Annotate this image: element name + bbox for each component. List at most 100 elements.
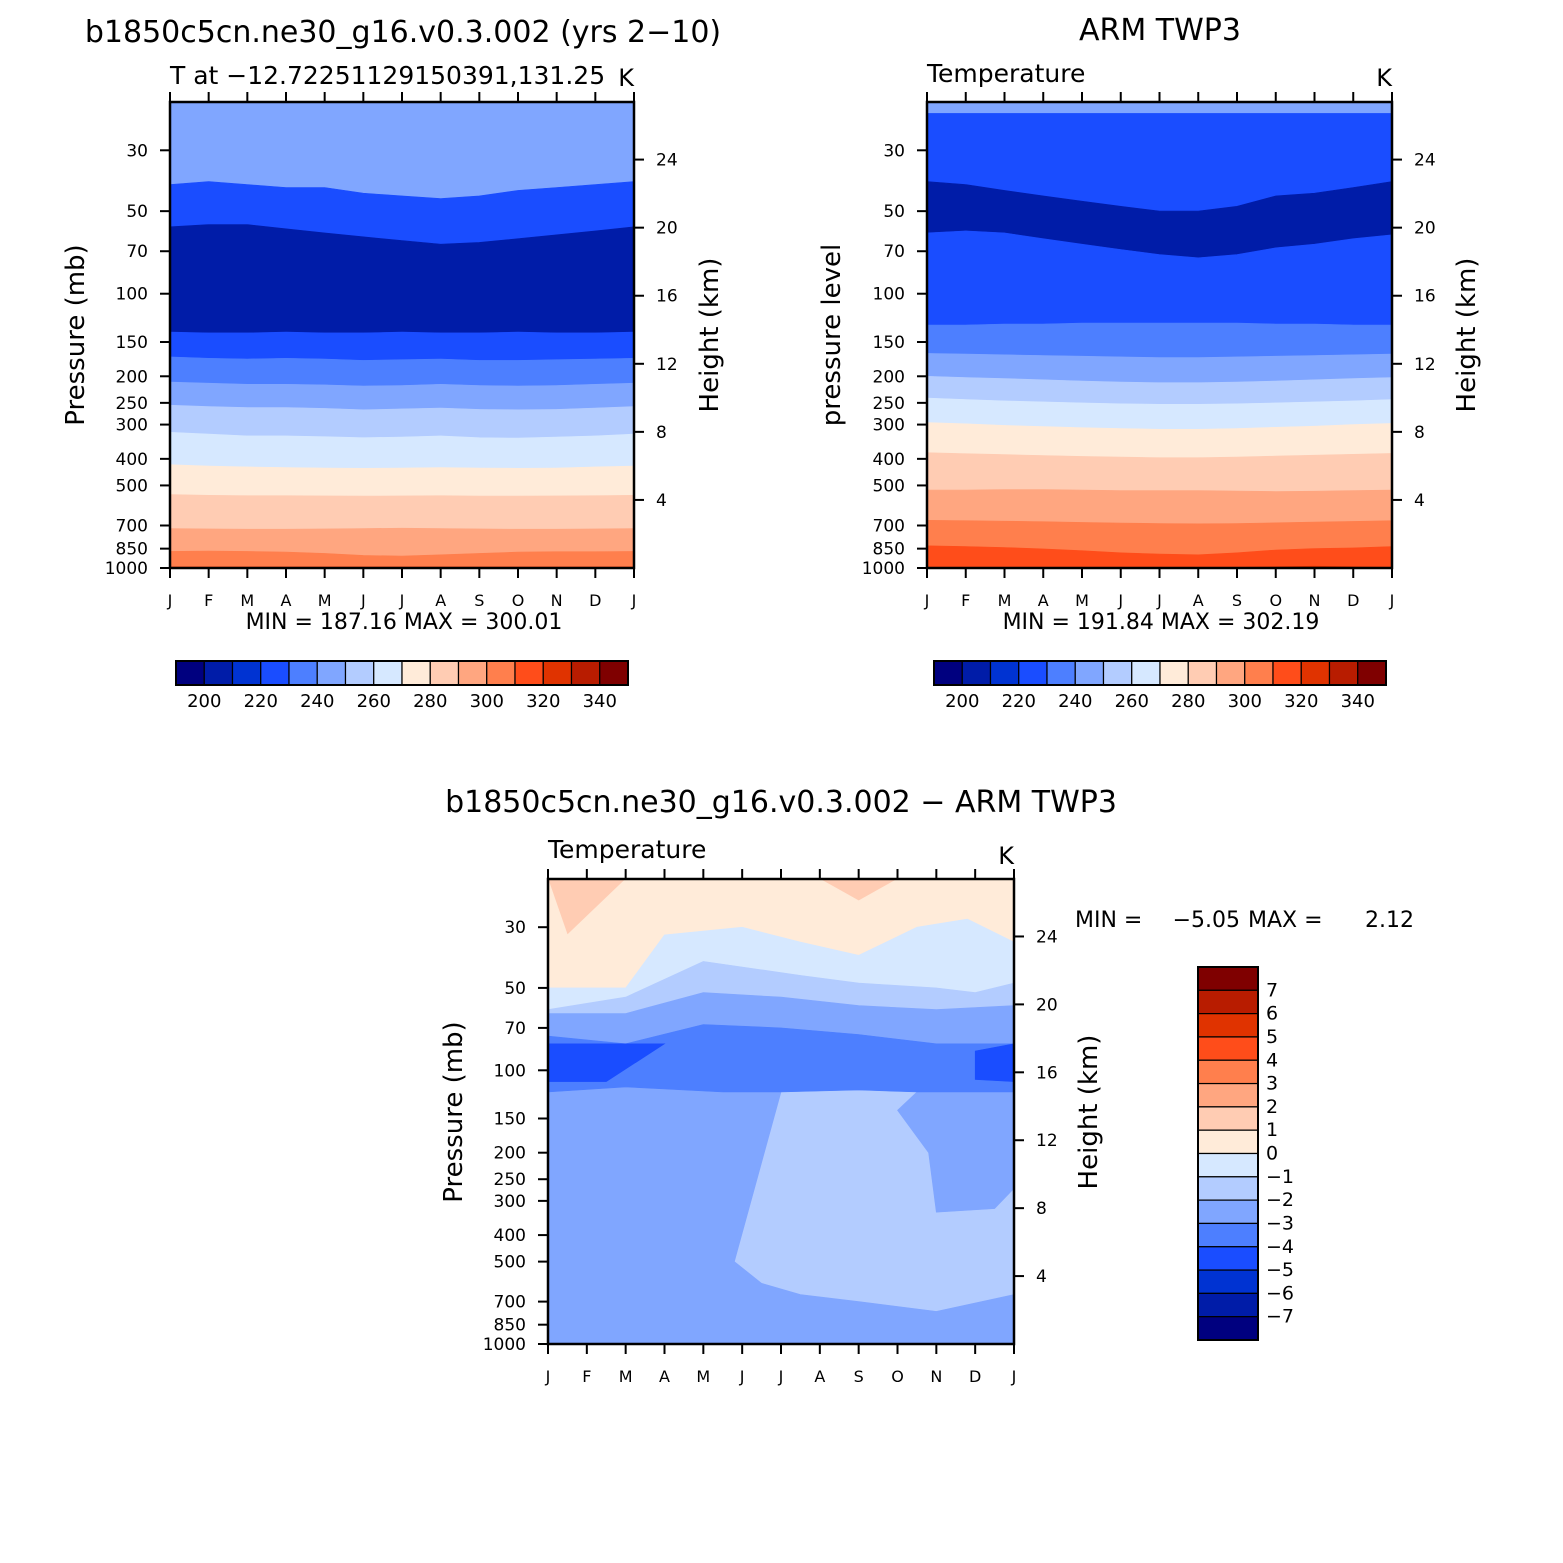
pressure-tick-label: 250 — [873, 394, 905, 414]
colorbar-label: 340 — [1341, 691, 1375, 712]
month-tick-label: M — [1075, 591, 1089, 610]
colorbar-label: 200 — [945, 691, 979, 712]
colorbar-label: 320 — [1284, 691, 1318, 712]
pressure-tick-label: 50 — [126, 202, 148, 222]
colorbar-label: 300 — [1228, 691, 1262, 712]
contour-band — [170, 356, 634, 387]
month-tick-label: F — [204, 591, 213, 610]
pressure-tick-label: 100 — [494, 1061, 526, 1081]
colorbar-label: −6 — [1266, 1282, 1294, 1304]
diff-min-value: −5.05 — [1173, 908, 1240, 933]
month-tick-label: D — [1347, 591, 1359, 610]
month-tick-label: A — [814, 1367, 825, 1386]
pressure-tick-label: 700 — [873, 517, 905, 537]
colorbar-label: 260 — [357, 691, 391, 712]
height-tick-label: 16 — [656, 287, 678, 307]
colorbar-swatch — [1300, 660, 1331, 686]
colorbar-label: 340 — [583, 691, 617, 712]
height-tick-label: 4 — [1414, 491, 1425, 511]
colorbar-label: 240 — [300, 691, 334, 712]
diff-max-label: MAX = — [1248, 908, 1323, 933]
pressure-tick-label: 300 — [873, 416, 905, 436]
month-tick-label: S — [474, 591, 484, 610]
height-tick-label: 24 — [1414, 151, 1436, 171]
contour-band — [927, 452, 1392, 492]
pressure-tick-label: 700 — [116, 517, 148, 537]
colorbar-swatch — [1197, 989, 1259, 1015]
colorbar-frame — [175, 660, 629, 686]
height-tick-label: 16 — [1414, 287, 1436, 307]
colorbar-label: −7 — [1266, 1306, 1294, 1328]
pressure-tick-label: 1000 — [105, 559, 148, 579]
colorbar-swatch — [1197, 1269, 1259, 1294]
colorbar-swatch — [175, 660, 205, 686]
pressure-tick-label: 200 — [494, 1144, 526, 1164]
month-tick-label: M — [318, 591, 332, 610]
obs-minmax: MIN = 191.84 MAX = 302.19 — [1003, 610, 1320, 635]
colorbar-label: 220 — [244, 691, 278, 712]
contour-region — [548, 1086, 1014, 1344]
contour-band — [170, 431, 634, 469]
colorbar-swatch — [514, 660, 544, 686]
colorbar-swatch — [1159, 660, 1189, 686]
month-tick-label: J — [1011, 1367, 1017, 1386]
height-tick-label: 12 — [1036, 1131, 1058, 1151]
colorbar-label: −1 — [1266, 1166, 1294, 1188]
colorbar-swatch — [1244, 660, 1274, 686]
month-tick-label: F — [582, 1367, 591, 1386]
colorbar-frame — [1197, 966, 1259, 1341]
model-minmax: MIN = 187.16 MAX = 300.01 — [246, 610, 563, 635]
colorbar-swatch — [401, 660, 431, 686]
month-tick-label: S — [1232, 591, 1242, 610]
colorbar-swatch — [1197, 1199, 1259, 1225]
colorbar-label: 320 — [526, 691, 560, 712]
month-tick-label: A — [1038, 591, 1049, 610]
colorbar-swatch — [1197, 1013, 1259, 1038]
colorbar-label: 4 — [1266, 1049, 1278, 1071]
contour-fill — [170, 102, 634, 568]
obs-colorbar: 200 220 240 260 280 300 320 340 — [933, 660, 1387, 712]
diff-min-label: MIN = — [1075, 908, 1142, 933]
pressure-tick-label: 100 — [873, 285, 905, 305]
month-tick-label: J — [545, 1367, 551, 1386]
diff-panel-subtitle: Temperature — [547, 835, 706, 864]
height-tick-label: 12 — [1414, 355, 1436, 375]
colorbar-swatch — [1215, 660, 1246, 686]
month-tick-label: D — [589, 591, 601, 610]
month-tick-label: O — [1269, 591, 1282, 610]
pressure-tick-label: 500 — [116, 476, 148, 496]
obs-units-label: K — [1376, 64, 1393, 92]
pressure-tick-label: 300 — [116, 416, 148, 436]
colorbar-label: 240 — [1058, 691, 1092, 712]
colorbar-swatch — [231, 660, 262, 686]
model-panel-subtitle: T at −12.72251129150391,131.25 — [169, 61, 605, 90]
height-tick-label: 8 — [1414, 423, 1425, 443]
colorbar-swatch — [1197, 1176, 1259, 1201]
colorbar-swatch — [961, 660, 992, 686]
contour-region — [548, 1043, 666, 1082]
colorbar-swatch — [1357, 660, 1387, 686]
colorbar-swatch — [344, 660, 375, 686]
pressure-tick-label: 150 — [494, 1110, 526, 1130]
month-tick-label: J — [399, 591, 405, 610]
colorbar-label: 1 — [1266, 1119, 1278, 1141]
colorbar-swatch — [429, 660, 460, 686]
month-tick-label: J — [1117, 591, 1123, 610]
pressure-tick-label: 850 — [873, 540, 905, 560]
month-tick-label: S — [854, 1367, 864, 1386]
obs-panel-subtitle: Temperature — [926, 59, 1085, 88]
colorbar-swatch — [1197, 1152, 1259, 1178]
colorbar-label: −3 — [1266, 1212, 1294, 1234]
colorbar-swatch — [457, 660, 488, 686]
colorbar-swatch — [373, 660, 403, 686]
colorbar-swatch — [599, 660, 629, 686]
colorbar-swatch — [1187, 660, 1218, 686]
colorbar-swatch — [1197, 966, 1259, 991]
month-tick-label: M — [998, 591, 1012, 610]
pressure-tick-label: 50 — [883, 202, 905, 222]
colorbar-swatch — [1131, 660, 1161, 686]
pressure-tick-label: 70 — [126, 242, 148, 262]
